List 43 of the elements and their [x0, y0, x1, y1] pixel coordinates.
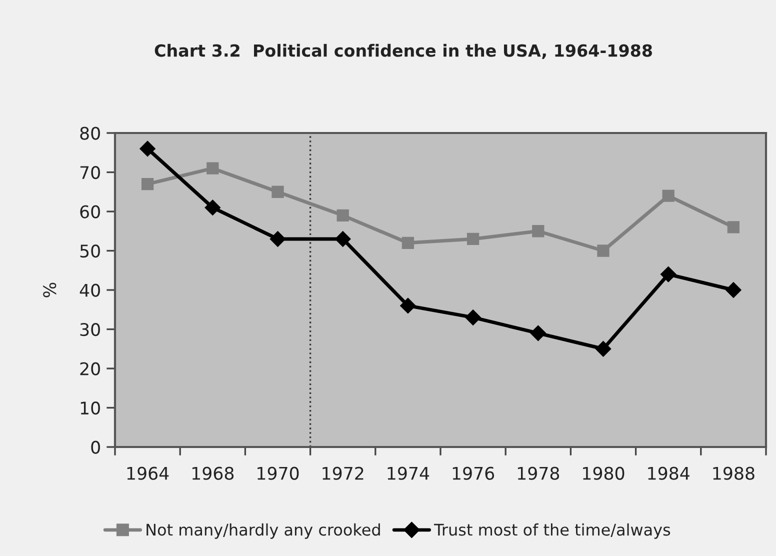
y-tick-label: 50: [80, 244, 100, 258]
x-tick-label: 1976: [452, 466, 494, 480]
point: [204, 200, 221, 216]
y-tick-label: 30: [80, 322, 100, 336]
point: [141, 178, 154, 190]
y-tick-label: 20: [80, 362, 100, 376]
point: [466, 232, 480, 246]
x-tick-label: 1980: [583, 466, 624, 480]
x-tick-label: 1972: [322, 466, 364, 480]
y-tick-label: 10: [80, 401, 100, 415]
y-tick-label: 70: [80, 166, 100, 180]
point: [530, 325, 546, 342]
x-tick-label: 1974: [388, 466, 430, 480]
x-tick-label: 1988: [713, 466, 754, 480]
point: [465, 310, 481, 326]
x-tick-label: 1978: [518, 466, 560, 480]
y-tick-label: 0: [91, 440, 100, 454]
point: [402, 236, 414, 249]
y-tick-label: 80: [80, 126, 100, 140]
point: [400, 298, 416, 314]
point: [662, 190, 674, 202]
point: [532, 225, 544, 238]
point: [595, 340, 612, 357]
point: [206, 162, 219, 174]
legend-label: Not many/hardly any crooked: [146, 523, 380, 539]
point: [726, 282, 742, 298]
point: [270, 231, 286, 247]
point: [140, 140, 156, 157]
x-tick-label: 1968: [192, 466, 234, 480]
y-tick-label: 60: [80, 205, 100, 218]
x-tick-label: 1970: [258, 466, 299, 480]
point: [334, 231, 351, 247]
y-axis-title: %: [43, 282, 56, 298]
point: [727, 221, 740, 234]
point: [660, 266, 676, 282]
point: [597, 244, 610, 257]
point: [272, 186, 284, 198]
y-tick-label: 40: [80, 284, 100, 297]
x-tick-label: 1984: [648, 466, 690, 480]
legend-label: Trust most of the time/always: [434, 523, 670, 539]
chart-title: Chart 3.2 Political confidence in the USA, 1964-1988: [154, 44, 652, 59]
x-tick-label: 1964: [127, 466, 169, 480]
point: [336, 209, 349, 222]
